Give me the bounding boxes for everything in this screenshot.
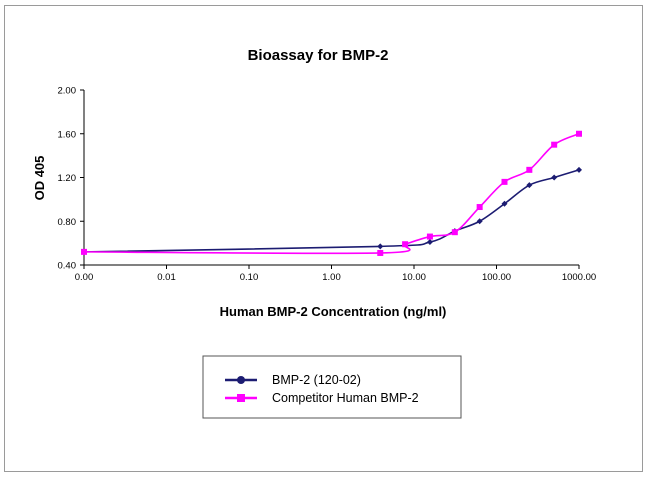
data-point-series-1 — [81, 248, 87, 255]
y-tick-label: 1.20 — [58, 173, 77, 184]
data-point-series-0 — [526, 182, 533, 189]
chart-title: Bioassay for BMP-2 — [248, 47, 389, 64]
x-tick-label: 10.00 — [402, 272, 426, 283]
data-point-series-1 — [402, 241, 409, 248]
y-axis-label: OD 405 — [32, 156, 47, 201]
y-tick-label: 1.60 — [58, 129, 77, 140]
legend-label-competitor: Competitor Human BMP-2 — [272, 391, 419, 405]
data-point-series-1 — [551, 141, 558, 148]
plot-area: 0.40 0.80 1.20 1.60 2.00 0.00 0.01 0.10 1.00 10.0… — [58, 86, 597, 284]
y-tick-label: 0.80 — [58, 217, 77, 228]
series-line-1 — [83, 133, 580, 255]
x-tick-label: 1.00 — [322, 272, 341, 283]
data-point-series-0 — [377, 243, 384, 250]
x-tick-label: 0.01 — [157, 272, 176, 283]
data-point-series-1 — [426, 233, 433, 240]
data-point-series-1 — [576, 130, 582, 137]
data-point-series-1 — [377, 249, 384, 256]
data-point-series-1 — [476, 204, 483, 211]
x-tick-label: 1000.00 — [562, 272, 596, 283]
legend-box — [202, 355, 462, 419]
x-tick-label: 0.10 — [240, 272, 259, 283]
x-axis-label: Human BMP-2 Concentration (ng/ml) — [220, 304, 447, 319]
data-point-series-0 — [426, 239, 433, 246]
legend: BMP-2 (120-02) Competitor Human BMP-2 — [202, 355, 462, 419]
y-tick-label: 0.40 — [58, 261, 77, 272]
data-point-series-0 — [576, 166, 582, 173]
x-tick-label: 100.00 — [482, 272, 511, 283]
data-point-series-0 — [501, 200, 508, 207]
data-point-series-1 — [526, 166, 533, 173]
data-point-series-0 — [476, 218, 483, 225]
y-tick-label: 2.00 — [58, 86, 77, 97]
legend-marker-bmp2 — [237, 376, 245, 384]
data-point-series-1 — [451, 229, 458, 236]
legend-marker-competitor — [237, 394, 245, 402]
x-tick-label: 0.00 — [75, 272, 94, 283]
legend-label-bmp2: BMP-2 (120-02) — [272, 373, 361, 387]
data-point-series-0 — [551, 174, 558, 181]
series-line-0 — [83, 169, 580, 253]
data-point-series-1 — [501, 178, 508, 185]
